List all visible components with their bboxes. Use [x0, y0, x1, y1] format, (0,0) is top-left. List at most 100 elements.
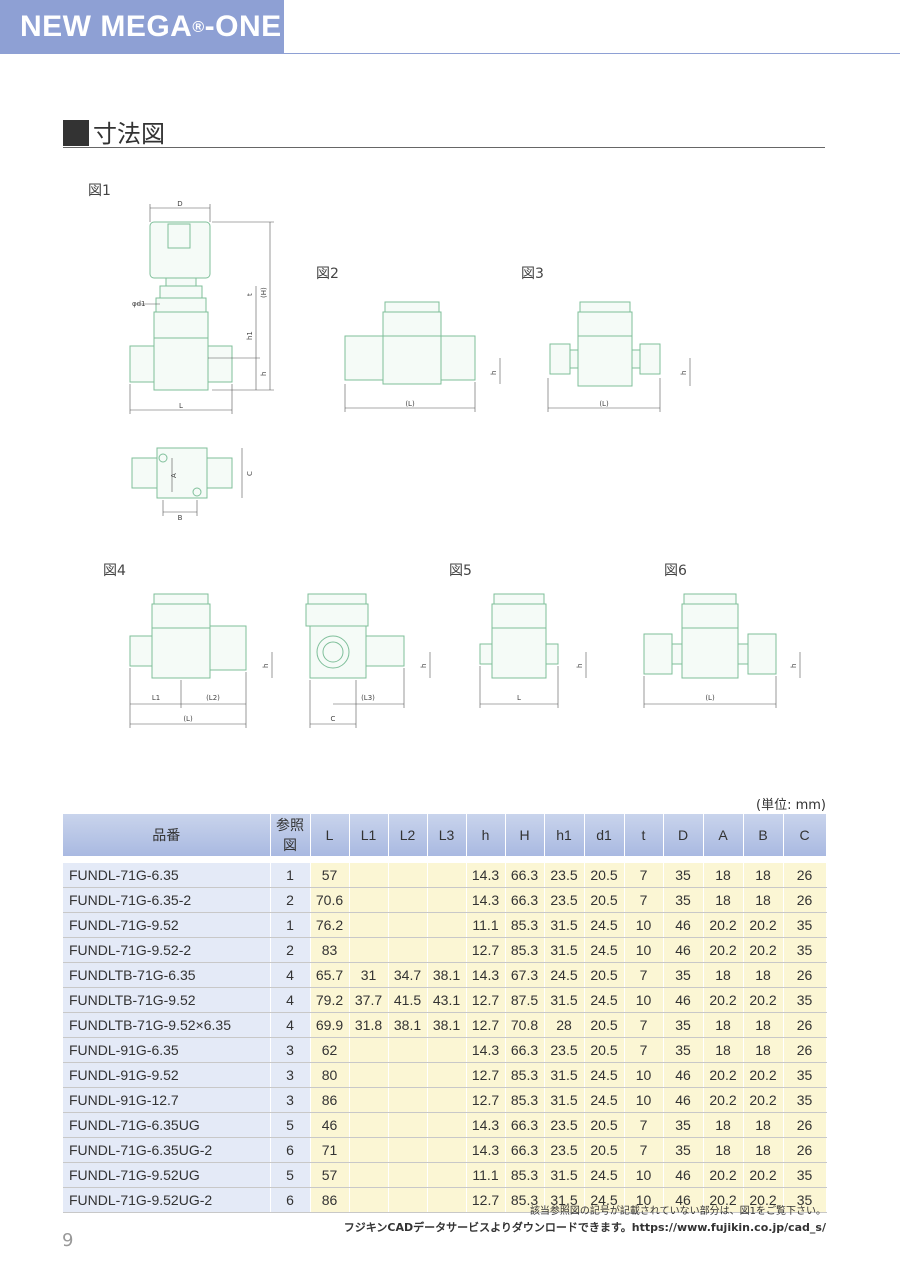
dimension-cell: 14.3	[466, 1037, 506, 1063]
dimension-cell: 14.3	[466, 962, 506, 988]
dimension-cell: 46	[663, 987, 704, 1013]
dimension-cell: 28	[544, 1012, 585, 1038]
dimension-cell: 23.5	[544, 1037, 585, 1063]
dim-h-fig5: h	[576, 664, 584, 668]
dimension-cell: 12.7	[466, 1062, 506, 1088]
header-bar: NEW MEGA®-ONE	[0, 0, 284, 54]
dimension-cell: 7	[624, 1037, 664, 1063]
reference-figure-cell: 3	[270, 1062, 311, 1088]
table-row: FUNDL-71G-6.35UG 5 46 14.3 66.3 23.5 20.5 7 35 18…	[63, 1112, 827, 1138]
reference-figure-cell: 4	[270, 987, 311, 1013]
dimension-cell: 38.1	[388, 1012, 428, 1038]
table-row: FUNDL-71G-6.35UG-2 6 71 14.3 66.3 23.5 20.5 7 35…	[63, 1137, 827, 1163]
dimension-cell: 18	[703, 1137, 744, 1163]
cad-download-note: フジキンCADデータサービスよりダウンロードできます。https://www.f…	[343, 1221, 826, 1234]
dimension-cell: 66.3	[505, 863, 545, 888]
dimension-cell	[427, 937, 467, 963]
part-number-cell: FUNDLTB-71G-9.52×6.35	[63, 1012, 271, 1038]
dim-B: B	[178, 514, 183, 522]
part-number-cell: FUNDL-71G-6.35-2	[63, 887, 271, 913]
table-row: FUNDL-71G-6.35 1 57 14.3 66.3 23.5 20.5 7 35 18 18…	[63, 863, 827, 888]
column-header: D	[663, 814, 704, 856]
dimension-cell	[427, 1137, 467, 1163]
dimension-cell: 7	[624, 887, 664, 913]
dimension-cell: 20.5	[584, 1137, 625, 1163]
dimension-cell: 18	[703, 1112, 744, 1138]
dimension-cell: 24.5	[584, 1087, 625, 1113]
header-rule	[284, 53, 900, 54]
table-row: FUNDL-71G-9.52-2 2 83 12.7 85.3 31.5 24.5 10 46 2…	[63, 937, 827, 963]
dim-L-fig5: L	[517, 694, 521, 702]
dimension-cell: 57	[310, 863, 350, 888]
dimension-cell: 18	[743, 1012, 784, 1038]
dimension-cell: 7	[624, 1012, 664, 1038]
dimension-cell: 35	[783, 1062, 827, 1088]
figure-4-side-view	[305, 593, 405, 679]
dimension-cell	[427, 887, 467, 913]
dim-C-fig1: C	[246, 471, 254, 476]
reference-figure-cell: 1	[270, 912, 311, 938]
dimension-cell: 24.5	[584, 1162, 625, 1188]
dim-t: t	[246, 293, 254, 296]
dimension-cell: 18	[703, 1037, 744, 1063]
dimension-cell	[349, 1112, 389, 1138]
dimension-cell: 23.5	[544, 1112, 585, 1138]
dimension-cell: 46	[663, 1162, 704, 1188]
column-header: A	[703, 814, 744, 856]
reference-figure-cell: 5	[270, 1162, 311, 1188]
dimension-cell: 35	[663, 887, 704, 913]
dimension-cell: 35	[783, 912, 827, 938]
figure-label-5: 図5	[449, 563, 472, 579]
dimension-cell: 20.2	[703, 1162, 744, 1188]
dimension-cell: 24.5	[544, 962, 585, 988]
dimension-cell: 85.3	[505, 912, 545, 938]
dimension-cell	[427, 1087, 467, 1113]
figure-label-1: 図1	[88, 183, 111, 199]
section-divider	[63, 147, 825, 148]
part-number-cell: FUNDL-71G-9.52UG	[63, 1162, 271, 1188]
table-row: FUNDL-91G-12.7 3 86 12.7 85.3 31.5 24.5 10 46 20.…	[63, 1087, 827, 1113]
dimension-cell: 85.3	[505, 1162, 545, 1188]
part-number-cell: FUNDLTB-71G-6.35	[63, 962, 271, 988]
dimension-cell	[388, 1112, 428, 1138]
column-header: C	[783, 814, 827, 856]
dimension-cell: 46	[663, 1087, 704, 1113]
dimension-cell: 31.5	[544, 912, 585, 938]
column-header: L1	[349, 814, 389, 856]
dimension-cell: 26	[783, 887, 827, 913]
dimension-cell: 23.5	[544, 1137, 585, 1163]
dimension-cell: 26	[783, 962, 827, 988]
reference-figure-cell: 4	[270, 1012, 311, 1038]
dim-d1: φd1	[132, 300, 146, 308]
reference-figure-cell: 1	[270, 863, 311, 888]
dimension-cell: 24.5	[584, 912, 625, 938]
dimension-cell: 20.2	[743, 1187, 784, 1213]
dimension-cell: 66.3	[505, 887, 545, 913]
dim-h-fig4b: h	[420, 664, 428, 668]
dimension-cell: 83	[310, 937, 350, 963]
dimension-cell: 12.7	[466, 1012, 506, 1038]
dimension-cell: 10	[624, 1087, 664, 1113]
dimension-cell: 18	[743, 887, 784, 913]
dimension-cell: 24.5	[584, 937, 625, 963]
dimension-cell: 35	[663, 1012, 704, 1038]
figure-label-4: 図4	[103, 563, 126, 579]
table-row: FUNDLTB-71G-9.52 4 79.2 37.7 41.5 43.1 12.7 87.…	[63, 987, 827, 1013]
table-row: FUNDL-91G-9.52 3 80 12.7 85.3 31.5 24.5 10 46 20.…	[63, 1062, 827, 1088]
dimension-cell: 46	[663, 937, 704, 963]
dimension-cell: 38.1	[427, 962, 467, 988]
reference-figure-cell: 3	[270, 1087, 311, 1113]
dimension-cell: 35	[783, 1187, 827, 1213]
dimension-cell: 20.5	[584, 1037, 625, 1063]
dimension-cell: 14.3	[466, 1137, 506, 1163]
dimension-cell: 85.3	[505, 1087, 545, 1113]
dimension-cell: 20.2	[703, 1062, 744, 1088]
dimension-cell: 10	[624, 937, 664, 963]
dimension-cell	[388, 1137, 428, 1163]
dimension-cell: 35	[663, 1137, 704, 1163]
dimension-cell: 31.5	[544, 1162, 585, 1188]
dim-L-fig3: (L)	[599, 400, 609, 408]
dimension-cell: 26	[783, 1037, 827, 1063]
part-number-cell: FUNDLTB-71G-9.52	[63, 987, 271, 1013]
